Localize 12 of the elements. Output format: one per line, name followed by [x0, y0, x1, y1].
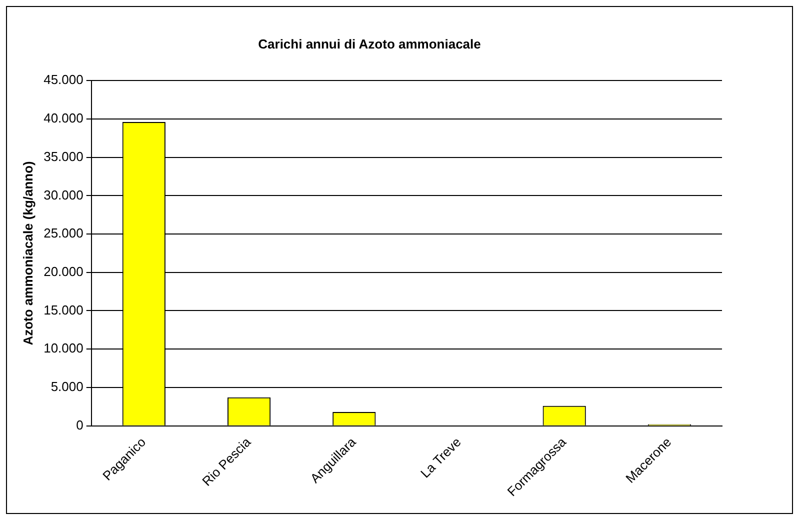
y-tick-label: 15.000 — [44, 302, 84, 318]
y-tick-label: 25.000 — [44, 226, 84, 241]
y-axis-title: Azoto ammoniacale (kg/anno) — [20, 161, 36, 346]
y-tick-label: 45.000 — [44, 72, 84, 88]
y-tick-label: 0 — [76, 417, 84, 432]
y-tick-label: 35.000 — [44, 148, 84, 164]
y-tick-label: 30.000 — [44, 187, 84, 202]
y-tick-label: 10.000 — [44, 340, 84, 356]
chart-title: Carichi annui di Azoto ammoniacale — [258, 36, 481, 52]
y-tick-label: 5.000 — [50, 379, 84, 394]
y-tick-label: 40.000 — [44, 110, 84, 126]
y-tick-label: 20.000 — [44, 264, 84, 279]
